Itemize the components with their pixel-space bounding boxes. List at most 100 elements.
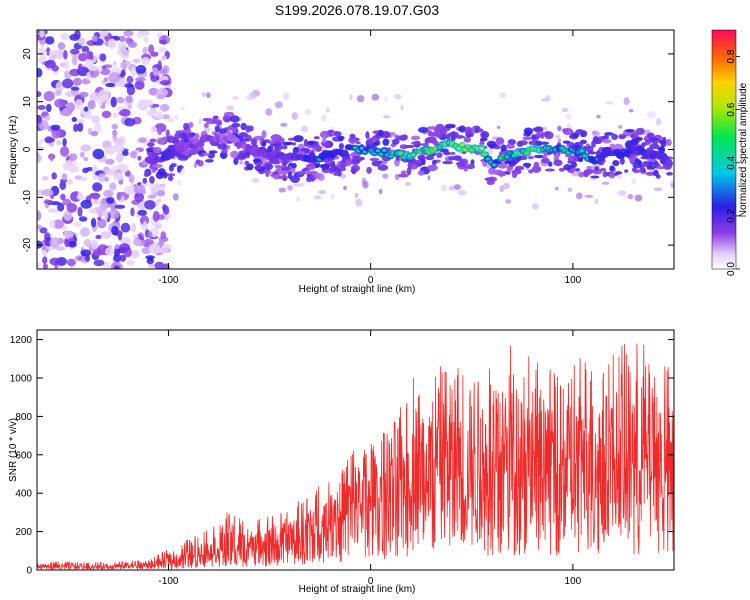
ridge-halo-blob — [575, 168, 581, 172]
noise-blob — [80, 199, 93, 209]
noise-blob — [52, 219, 64, 229]
colorbar-tick-label: 0.8 — [726, 49, 737, 63]
ridge-halo-blob — [649, 165, 656, 170]
faint-blob — [594, 198, 599, 205]
noise-blob — [111, 225, 119, 236]
noise-blob — [114, 204, 126, 209]
noise-blob — [78, 53, 88, 62]
colorbar-tick-label: 0.4 — [726, 155, 737, 169]
ridge-halo-blob — [511, 172, 518, 178]
noise-blob — [82, 167, 89, 174]
noise-blob — [154, 261, 165, 269]
faint-blob — [297, 182, 305, 187]
ridge-halo-blob — [401, 134, 408, 140]
ridge-halo-blob — [313, 136, 320, 140]
noise-blob — [81, 45, 90, 53]
noise-blob — [134, 80, 145, 90]
ridge-peak-blob — [492, 163, 497, 167]
ridge-halo-blob — [365, 131, 370, 139]
ridge-halo-blob — [587, 151, 597, 155]
noise-blob — [39, 138, 44, 144]
noise-blob — [92, 182, 103, 192]
ridge-halo-blob — [649, 143, 660, 150]
noise-blob — [66, 102, 75, 113]
ridge-halo-blob — [602, 138, 612, 144]
ridge-halo-blob — [563, 164, 572, 171]
colorbar-gradient — [712, 30, 736, 269]
noise-blob — [90, 239, 98, 250]
noise-blob — [143, 100, 154, 107]
ridge-halo-blob — [586, 165, 593, 170]
faint-blob — [453, 184, 461, 190]
noise-blob — [120, 222, 131, 233]
faint-blob — [371, 93, 380, 101]
ridge-halo-blob — [281, 145, 288, 150]
ridge-peak-blob — [524, 151, 529, 155]
noise-blob — [161, 244, 171, 254]
ridge-halo-blob — [451, 131, 456, 139]
ridge-halo-blob — [152, 164, 163, 168]
faint-blob — [627, 193, 634, 200]
faint-blob — [496, 125, 501, 129]
noise-blob — [63, 49, 68, 60]
noise-blob — [165, 83, 171, 90]
ridge-halo-blob — [533, 154, 545, 159]
noise-blob — [90, 208, 98, 214]
noise-blob — [142, 221, 148, 230]
ridge-halo-blob — [465, 163, 476, 170]
noise-blob — [113, 137, 124, 145]
y-tick-label: 800 — [15, 412, 32, 423]
noise-blob — [97, 66, 103, 73]
ridge-halo-blob — [167, 175, 174, 182]
ridge-halo-blob — [547, 161, 553, 167]
ridge-halo-blob — [266, 170, 272, 174]
noise-blob — [153, 184, 162, 193]
ridge-halo-blob — [652, 140, 659, 145]
noise-blob — [55, 81, 64, 92]
noise-blob — [42, 189, 54, 197]
noise-blob — [57, 202, 65, 212]
ridge-halo-blob — [319, 130, 330, 139]
ridge-halo-blob — [189, 147, 198, 155]
ridge-halo-blob — [250, 138, 257, 147]
ridge-halo-blob — [619, 157, 625, 165]
noise-blob — [153, 111, 164, 119]
ridge-halo-blob — [592, 169, 603, 175]
noise-blob — [160, 231, 167, 240]
x-tick-label: -100 — [158, 576, 178, 587]
noise-blob — [37, 91, 42, 97]
noise-blob — [41, 175, 49, 181]
noise-blob — [134, 192, 145, 203]
noise-blob — [113, 142, 125, 153]
ridge-halo-blob — [378, 160, 383, 164]
noise-blob — [148, 44, 155, 55]
noise-blob — [60, 146, 70, 157]
faint-blob — [448, 185, 455, 191]
ridge-halo-blob — [212, 115, 219, 120]
ridge-halo-blob — [495, 137, 505, 145]
ridge-halo-blob — [222, 114, 232, 123]
ridge-halo-blob — [634, 158, 641, 164]
noise-blob — [37, 115, 43, 125]
ridge-halo-blob — [238, 132, 249, 138]
noise-blob — [99, 53, 107, 62]
noise-blob — [137, 209, 147, 216]
noise-blob — [123, 30, 134, 37]
noise-blob — [100, 231, 112, 239]
faint-blob — [168, 118, 175, 123]
ridge-halo-blob — [523, 127, 534, 136]
ridge-halo-blob — [261, 130, 267, 139]
ridge-halo-blob — [315, 145, 322, 152]
spectrogram-y-ticks: -20 -10 0 10 20 — [22, 48, 674, 252]
noise-blob — [51, 128, 61, 139]
noise-blob — [42, 249, 47, 257]
colorbar: 0.0 0.2 0.4 0.6 0.8 Normalized spectral ampl… — [711, 29, 749, 276]
ridge-peak-blob — [479, 146, 484, 151]
noise-blob — [84, 254, 90, 262]
faint-blob — [584, 194, 594, 198]
faint-blob — [226, 105, 235, 111]
noise-blob — [138, 137, 147, 143]
ridge-halo-blob — [203, 122, 209, 128]
noise-blob — [118, 110, 128, 116]
ridge-peak-blob — [579, 149, 584, 153]
